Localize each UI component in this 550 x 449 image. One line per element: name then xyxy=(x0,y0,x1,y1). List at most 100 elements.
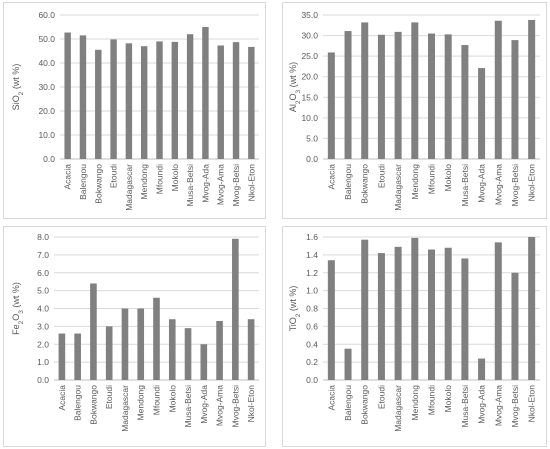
al2o3-y-axis-label: Al2O3 (wt %) xyxy=(288,62,302,112)
fe2o3-bar-madagascar xyxy=(121,308,129,380)
al2o3-y-axis-label-part: 2 xyxy=(295,100,302,104)
sio2-bar-mfoundi xyxy=(156,41,163,159)
al2o3-category-label: Mvog-Ama xyxy=(493,164,503,205)
fe2o3-category-label: Balengou xyxy=(73,385,83,421)
al2o3-category-label: Balengou xyxy=(343,164,353,200)
sio2-bar-madagascar xyxy=(125,43,133,159)
tio2-y-tick-label: 1.4 xyxy=(306,250,318,260)
tio2-bar-nkol-eton xyxy=(528,237,536,380)
fe2o3-bar-nkol-eton xyxy=(247,319,255,380)
al2o3-bar-musa-betsi xyxy=(461,45,469,159)
tio2-category-label: Musa-Betsi xyxy=(460,385,470,428)
al2o3-category-label: Nkol-Eton xyxy=(527,164,537,202)
fe2o3-bar-acacia xyxy=(58,333,66,380)
al2o3-bar-acacia xyxy=(327,52,335,159)
tio2-category-label: Mokolo xyxy=(443,385,453,413)
al2o3-bar-madagascar xyxy=(394,31,402,159)
al2o3-category-label: Acacia xyxy=(326,164,336,190)
al2o3-bar-nkol-eton xyxy=(528,19,536,159)
fe2o3-bar-balengou xyxy=(74,333,81,380)
sio2-category-label: Mfoundi xyxy=(155,164,165,194)
tio2-y-axis-label-part: 2 xyxy=(295,313,302,317)
sio2-category-label: Balengou xyxy=(78,164,88,200)
tio2-category-label: Acacia xyxy=(326,385,336,411)
al2o3-y-axis-label-part: O xyxy=(288,93,298,100)
fe2o3-bar-mendong xyxy=(137,308,145,380)
tio2-category-label: Mvog-Ama xyxy=(493,385,503,426)
al2o3-y-tick-label: 25.0 xyxy=(301,51,318,61)
fe2o3-bar-mokolo xyxy=(168,319,176,380)
al2o3-bar-mvog-ada xyxy=(478,68,486,159)
fe2o3-bar-chart: 0.0 1.0 2.0 3.0 4.0 5.0 6.0 7.0 8.0 Acacia Balengo… xyxy=(11,232,259,432)
fe2o3-bar-mvog-betsi xyxy=(232,238,239,380)
sio2-category-label: Etoudi xyxy=(109,164,119,188)
sio2-category-label: Bokwango xyxy=(93,164,103,204)
al2o3-y-axis-label-part: Al xyxy=(288,104,298,112)
sio2-category-label: Mvog-Ada xyxy=(200,164,210,203)
tio2-y-axis-label-part: (wt %) xyxy=(288,286,298,314)
sio2-bar-musa-betsi xyxy=(186,34,194,160)
al2o3-bar-etoudi xyxy=(377,34,385,159)
al2o3-y-tick-label: 5.0 xyxy=(306,133,318,143)
sio2-bar-mvog-ada xyxy=(202,27,209,159)
tio2-bar-bokwango xyxy=(361,239,369,380)
fe2o3-bar-bokwango xyxy=(90,283,97,380)
fe2o3-category-label: Mokolo xyxy=(167,385,177,413)
al2o3-bar-mendong xyxy=(411,22,419,159)
fe2o3-category-label: Mfoundi xyxy=(152,385,162,415)
tio2-category-label: Bokwango xyxy=(360,385,370,425)
tio2-bar-mfoundi xyxy=(427,249,436,380)
sio2-y-tick-label: 10.0 xyxy=(38,130,55,140)
tio2-bar-balengou xyxy=(344,348,352,380)
sio2-y-tick-label: 20.0 xyxy=(38,106,55,116)
tio2-bar-musa-betsi xyxy=(461,258,469,380)
tio2-y-tick-label: 0.0 xyxy=(306,375,318,385)
al2o3-category-label: Bokwango xyxy=(360,164,370,204)
tio2-y-tick-label: 1.0 xyxy=(306,286,318,296)
fe2o3-y-tick-label: 4.0 xyxy=(37,304,49,314)
al2o3-bar-bokwango xyxy=(361,22,369,159)
al2o3-category-label: Etoudi xyxy=(376,164,386,188)
sio2-y-tick-label: 50.0 xyxy=(38,34,55,44)
fe2o3-y-tick-label: 7.0 xyxy=(37,250,49,260)
fe2o3-y-tick-label: 6.0 xyxy=(37,268,49,278)
fe2o3-bar-etoudi xyxy=(105,326,113,380)
al2o3-y-axis-label-part: (wt %) xyxy=(288,62,298,90)
tio2-category-label: Nkol-Eton xyxy=(527,385,537,423)
fe2o3-category-label: Mvog-Ada xyxy=(199,385,209,424)
fe2o3-bar-mfoundi xyxy=(153,297,160,380)
sio2-bar-nkol-eton xyxy=(248,46,255,159)
sio2-y-axis-label-part: SiO xyxy=(11,95,21,110)
fe2o3-y-tick-label: 1.0 xyxy=(37,357,49,367)
tio2-bar-mvog-ada xyxy=(478,358,486,380)
sio2-category-label: Nkol-Eton xyxy=(246,164,256,202)
tio2-y-tick-label: 0.8 xyxy=(306,304,318,314)
tio2-category-label: Mfoundi xyxy=(427,385,437,415)
al2o3-chart-panel: 0.0 5.0 10.0 15.0 20.0 25.0 30.0 35.0 Acacia Bale… xyxy=(282,2,547,219)
sio2-category-label: Madagascar xyxy=(124,164,134,211)
tio2-bar-chart: 0.0 0.2 0.4 0.6 0.8 1.0 1.2 1.4 1.6 Acacia Balengo… xyxy=(288,232,540,432)
fe2o3-y-tick-label: 8.0 xyxy=(37,232,49,242)
fe2o3-y-axis-label: Fe2O3 (wt %) xyxy=(11,282,25,335)
al2o3-bar-mvog-ama xyxy=(494,20,502,160)
al2o3-y-tick-label: 35.0 xyxy=(301,10,318,20)
sio2-chart-panel: 0.0 10.0 20.0 30.0 40.0 50.0 60.0 Acacia Balengo… xyxy=(3,2,266,219)
fe2o3-y-axis-label-part: (wt %) xyxy=(11,282,21,310)
sio2-bar-mokolo xyxy=(171,41,179,159)
sio2-category-label: Acacia xyxy=(63,164,73,190)
sio2-category-label: Mvog-Betsi xyxy=(231,164,241,207)
sio2-category-label: Musa-Betsi xyxy=(185,164,195,207)
fe2o3-category-label: Etoudi xyxy=(104,385,114,409)
sio2-category-label: Mokolo xyxy=(170,164,180,192)
al2o3-category-label: Madagascar xyxy=(393,164,403,211)
al2o3-category-label: Musa-Betsi xyxy=(460,164,470,207)
tio2-category-label: Mendong xyxy=(410,385,420,421)
tio2-bar-madagascar xyxy=(394,246,402,380)
tio2-y-tick-label: 0.4 xyxy=(306,339,318,349)
tio2-y-axis-label: TiO2 (wt %) xyxy=(288,286,302,332)
sio2-bar-acacia xyxy=(64,32,71,159)
tio2-category-label: Madagascar xyxy=(393,385,403,432)
fe2o3-bar-mvog-ama xyxy=(216,321,223,380)
fe2o3-y-tick-label: 3.0 xyxy=(37,321,49,331)
sio2-category-label: Mendong xyxy=(139,164,149,200)
